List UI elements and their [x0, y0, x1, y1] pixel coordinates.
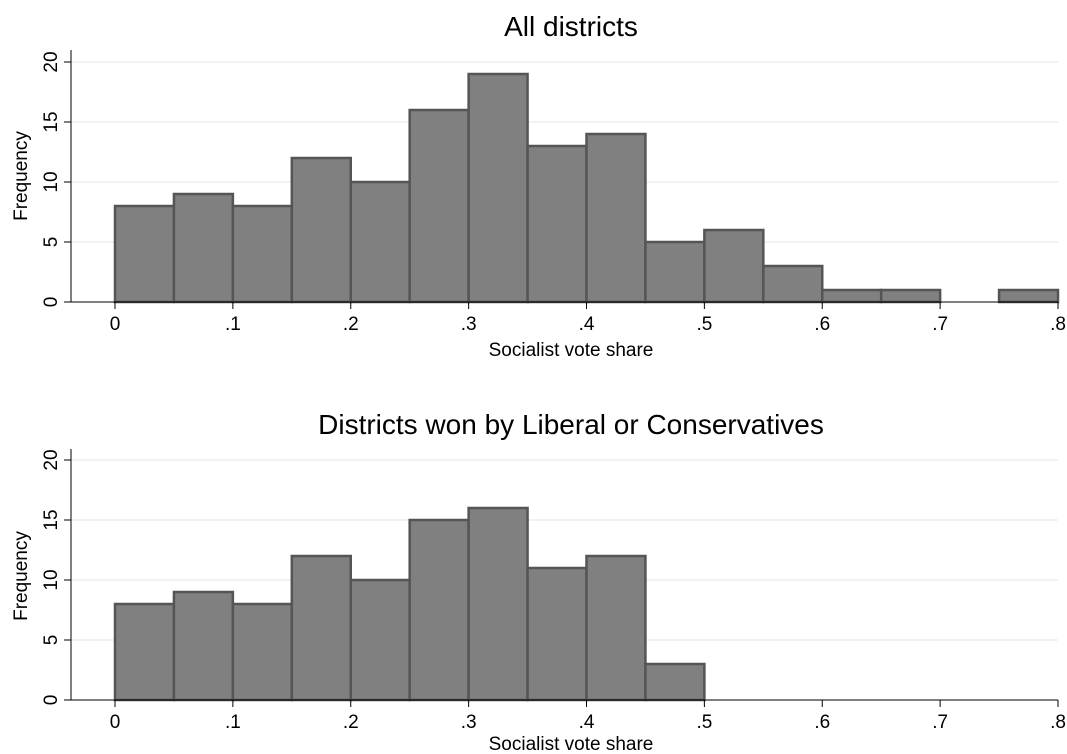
panel-all-districts: All districts 0 5 10 15 20 0 .1 .2 .3 .4 .5 .6 .7 .8… — [11, 11, 1066, 361]
y-axis-label: Frequency — [11, 531, 32, 621]
x-tick-label: 0 — [110, 314, 121, 335]
histogram-bar — [408, 108, 470, 304]
y-tick-label: 15 — [41, 111, 62, 132]
x-tick-label: .7 — [932, 712, 948, 733]
histogram-bar — [349, 180, 411, 304]
x-tick-label: .1 — [225, 314, 241, 335]
histogram-bar — [113, 602, 176, 702]
histogram-bar — [762, 264, 824, 304]
histogram-bar — [703, 228, 765, 304]
x-tick-label: .1 — [225, 712, 241, 733]
histogram-bar — [585, 554, 647, 702]
x-tick-label: .3 — [461, 712, 477, 733]
x-tick-label: .5 — [696, 314, 712, 335]
y-tick-label: 15 — [41, 509, 62, 530]
histogram-bar — [113, 204, 176, 304]
x-tick-label: .7 — [932, 314, 948, 335]
y-axis-label: Frequency — [11, 131, 32, 221]
histogram-bar — [526, 566, 588, 702]
y-tick-label: 5 — [41, 237, 62, 248]
histogram-bar — [997, 288, 1060, 304]
x-tick-label: .8 — [1050, 712, 1066, 733]
histogram-bar — [290, 156, 352, 304]
y-tick-label: 0 — [41, 297, 62, 308]
x-axis-label: Socialist vote share — [489, 734, 654, 754]
histogram-bar — [231, 602, 294, 702]
histogram-bar — [467, 506, 529, 702]
x-tick-label: .3 — [461, 314, 477, 335]
histogram-bar — [172, 590, 235, 702]
x-tick-label: .4 — [579, 712, 595, 733]
x-tick-label: .6 — [814, 314, 830, 335]
histogram-bar — [644, 240, 706, 304]
panel-liberal-conservative-districts: Districts won by Liberal or Conservative… — [11, 409, 1066, 754]
x-tick-label: .2 — [343, 712, 359, 733]
chart-title: Districts won by Liberal or Conservative… — [318, 409, 824, 440]
x-axis-ticks: 0 .1 .2 .3 .4 .5 .6 .7 .8 — [110, 700, 1066, 733]
chart-title: All districts — [504, 11, 638, 42]
histogram-bar — [408, 518, 470, 702]
bars — [113, 506, 706, 702]
x-tick-label: .6 — [814, 712, 830, 733]
histogram-bar — [290, 554, 352, 702]
histogram-bar — [879, 288, 942, 304]
y-tick-label: 10 — [41, 171, 62, 192]
histogram-bar — [349, 578, 411, 702]
y-axis-ticks: 0 5 10 15 20 — [41, 449, 71, 705]
y-tick-label: 20 — [41, 449, 62, 470]
histogram-bar — [231, 204, 294, 304]
x-tick-label: .5 — [696, 712, 712, 733]
y-tick-label: 10 — [41, 569, 62, 590]
y-tick-label: 20 — [41, 51, 62, 72]
histogram-bar — [172, 192, 235, 304]
x-tick-label: .4 — [579, 314, 595, 335]
y-tick-label: 5 — [41, 635, 62, 646]
histogram-bar — [821, 288, 883, 304]
histogram-bar — [526, 144, 588, 304]
y-tick-label: 0 — [41, 695, 62, 706]
x-tick-label: .8 — [1050, 314, 1066, 335]
x-tick-label: .2 — [343, 314, 359, 335]
histogram-bar — [644, 662, 706, 702]
x-axis-label: Socialist vote share — [489, 340, 654, 361]
histogram-bar — [467, 72, 529, 304]
x-tick-label: 0 — [110, 712, 121, 733]
x-axis-ticks: 0 .1 .2 .3 .4 .5 .6 .7 .8 — [110, 302, 1066, 335]
y-axis-ticks: 0 5 10 15 20 — [41, 51, 71, 307]
histogram-bar — [585, 132, 647, 304]
